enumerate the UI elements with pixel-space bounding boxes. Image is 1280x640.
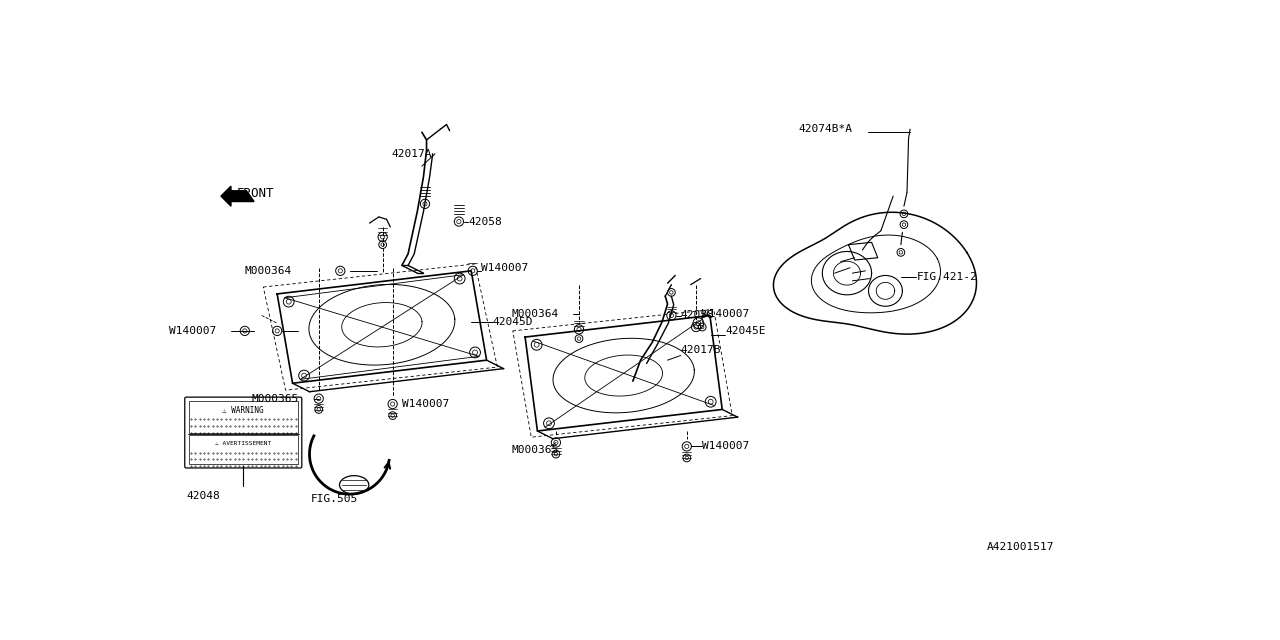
Text: A421001517: A421001517 (987, 541, 1055, 552)
Text: 42048: 42048 (187, 491, 220, 500)
Text: FIG.505: FIG.505 (311, 494, 358, 504)
Polygon shape (221, 186, 253, 206)
Text: W140007: W140007 (169, 326, 216, 336)
Text: W140007: W140007 (402, 399, 449, 409)
Bar (188, 401, 298, 433)
Ellipse shape (339, 476, 369, 494)
Text: ⚠ AVERTISSEMENT: ⚠ AVERTISSEMENT (215, 441, 271, 446)
Text: M000365: M000365 (511, 445, 558, 455)
Text: 42017A: 42017A (392, 148, 431, 159)
Text: 42074B*A: 42074B*A (799, 124, 852, 134)
Text: 42017B: 42017B (681, 345, 721, 355)
Text: W140007: W140007 (703, 442, 750, 451)
Text: M000365: M000365 (252, 394, 300, 404)
Text: FIG.421-2: FIG.421-2 (916, 272, 977, 282)
Bar (188, 435, 298, 464)
Text: M000364: M000364 (244, 266, 292, 276)
Text: W140007: W140007 (703, 309, 750, 319)
Text: 42058: 42058 (468, 216, 502, 227)
Text: 42058: 42058 (681, 310, 714, 321)
Text: 42045E: 42045E (726, 326, 765, 336)
Text: 42045D: 42045D (493, 317, 534, 326)
Text: W140007: W140007 (481, 263, 529, 273)
FancyBboxPatch shape (184, 397, 302, 468)
Text: M000364: M000364 (511, 309, 558, 319)
Text: FRONT: FRONT (237, 188, 275, 200)
Text: ⚠ WARNING: ⚠ WARNING (223, 406, 264, 415)
